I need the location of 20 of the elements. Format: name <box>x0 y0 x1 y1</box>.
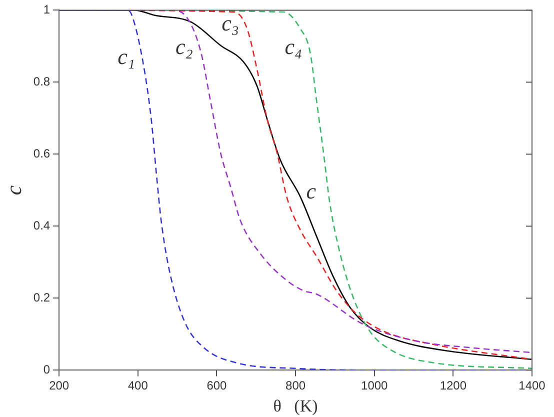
y-axis-title: c <box>0 185 26 196</box>
y-tick-label: 0.2 <box>33 290 50 305</box>
series-label: c₃ <box>222 10 240 36</box>
series-label: c₂ <box>176 34 194 60</box>
series-label: c₁ <box>118 44 136 70</box>
x-tick-label: 800 <box>286 378 306 393</box>
x-axis-title: θ (K) <box>273 396 318 416</box>
x-tick-label: 1200 <box>440 378 467 393</box>
x-tick-label: 1000 <box>361 378 388 393</box>
y-tick-label: 0.8 <box>33 74 50 89</box>
y-tick-label: 0.6 <box>33 146 50 161</box>
y-tick-label: 0.4 <box>33 218 50 233</box>
x-tick-label: 200 <box>49 378 70 393</box>
x-tick-label: 600 <box>206 378 228 393</box>
x-tick-label: 400 <box>128 378 148 393</box>
series-label: c <box>306 178 316 204</box>
series-label: c₄ <box>284 34 302 60</box>
y-tick-label: 1 <box>43 2 50 17</box>
y-tick-label: 0 <box>43 362 50 377</box>
x-tick-label: 1400 <box>518 378 546 393</box>
